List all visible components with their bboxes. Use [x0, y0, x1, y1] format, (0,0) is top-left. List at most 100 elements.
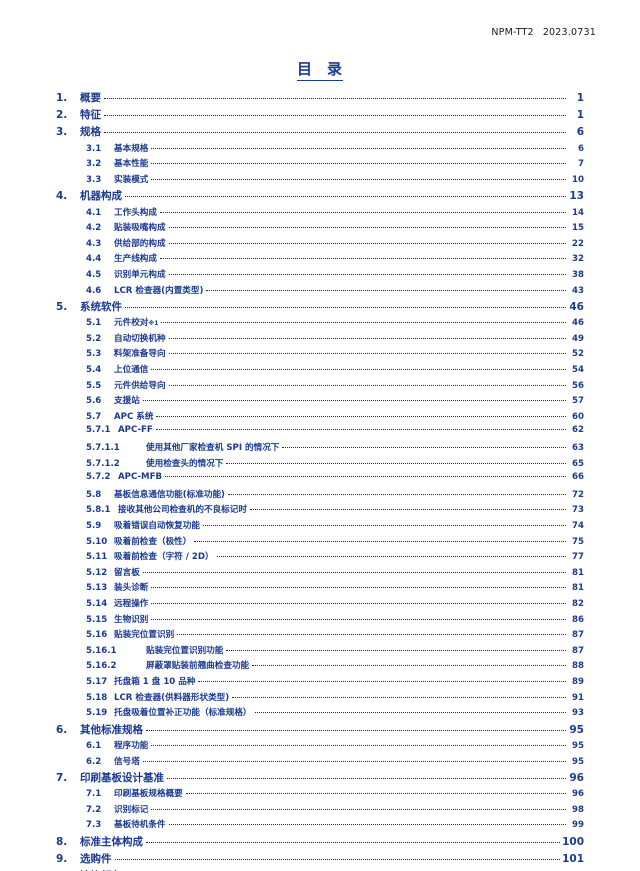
toc-entry[interactable]: 4.2 贴装吸嘴构成 15 — [56, 221, 584, 237]
toc-entry-number: 5.9 — [86, 521, 102, 531]
toc-entry[interactable]: 3. 规格 6 — [56, 124, 584, 141]
toc-entry-number: 5.19 — [86, 708, 108, 719]
toc-entry[interactable]: 5.17 托盘箱 1 盘 10 品种 89 — [56, 675, 584, 691]
toc-entry-number: 4.6 — [86, 285, 102, 296]
toc-entry[interactable]: 5.8.1 接收其他公司检查机的不良标记时 73 — [56, 503, 584, 519]
toc-entry[interactable]: 8. 标准主体构成 100 — [56, 834, 584, 851]
toc-entry[interactable]: 5.7.2 APC-MFB 66 — [56, 472, 584, 488]
toc-entry-number: 4.1 — [86, 207, 102, 218]
toc-entry-page-number: 96 — [569, 772, 584, 785]
toc-entry-number: 7.2 — [86, 804, 102, 815]
toc-leader-dots — [167, 778, 566, 780]
toc-entry[interactable]: 5.7 APC 系统 60 — [56, 410, 584, 426]
toc-entry[interactable]: 5.2 自动切换机种 49 — [56, 332, 584, 348]
toc-entry-number: 5.2 — [86, 333, 102, 344]
toc-entry[interactable]: 9. 选购件 101 — [56, 851, 584, 868]
toc-entry[interactable]: 3.2 基本性能 7 — [56, 157, 584, 173]
toc-entry[interactable]: 5.13 装头诊断 81 — [56, 581, 584, 597]
toc-entry[interactable]: 5.3 料架准备导向 52 — [56, 347, 584, 363]
toc-leader-dots — [226, 462, 566, 464]
toc-leader-dots — [159, 258, 566, 260]
toc-entry-label: 程序功能 — [114, 740, 149, 751]
toc-entry-number: 5.7.1.2 — [86, 458, 120, 469]
toc-entry-label: 支援站 — [114, 396, 140, 407]
table-of-contents: 1. 概要 1 2. 特征 1 3. 规格 6 3.1 基本规格 6 3.2 基本性能 7 3.3 实装模式 10… — [56, 90, 584, 871]
toc-entry-number: 5.4 — [86, 365, 102, 376]
toc-leader-dots — [168, 384, 566, 386]
toc-entry[interactable]: 4.6 LCR 检查器(内置类型) 43 — [56, 284, 584, 300]
toc-leader-dots — [146, 842, 561, 844]
toc-entry-page-number: 49 — [572, 333, 584, 344]
toc-entry[interactable]: 5.15 生物识别 86 — [56, 613, 584, 629]
toc-entry-label: 规格 — [80, 126, 101, 139]
toc-entry[interactable]: 7. 印刷基板设计基准 96 — [56, 770, 584, 787]
toc-entry[interactable]: 4.4 生产线构成 32 — [56, 252, 584, 268]
toc-entry[interactable]: 5.10 吸着前检查（极性） 75 — [56, 535, 584, 551]
toc-entry-number: 4.2 — [86, 223, 102, 234]
toc-entry[interactable]: 7.2 识别标记 98 — [56, 803, 584, 819]
toc-entry[interactable]: 7.1 印刷基板规格概要 96 — [56, 787, 584, 803]
toc-entry[interactable]: 6.1 程序功能 95 — [56, 739, 584, 755]
toc-entry[interactable]: 5.11 吸着前检查（字符 / 2D） 77 — [56, 550, 584, 566]
toc-entry-number: 9. — [56, 853, 68, 866]
toc-entry-number: 1. — [56, 92, 68, 104]
toc-entry[interactable]: 1. 概要 1 — [56, 90, 584, 107]
toc-entry[interactable]: 5.4 上位通信 54 — [56, 363, 584, 379]
toc-entry-page-number: 56 — [572, 380, 584, 391]
toc-entry-page-number: 81 — [572, 583, 584, 594]
toc-entry[interactable]: 6.2 信号塔 95 — [56, 755, 584, 771]
toc-entry-number: 5.5 — [86, 380, 102, 391]
toc-entry[interactable]: 3.1 基本规格 6 — [56, 142, 584, 158]
toc-entry[interactable]: 2. 特征 1 — [56, 107, 584, 124]
toc-entry-label: 基本性能 — [114, 159, 149, 170]
toc-entry-label: 生物识别 — [114, 614, 149, 625]
toc-leader-dots — [151, 163, 566, 165]
toc-entry[interactable]: 3.3 实装模式 10 — [56, 173, 584, 189]
toc-entry-label: 元件供给导向 — [114, 380, 166, 391]
toc-entry-page-number: 73 — [572, 505, 584, 516]
toc-entry-label: 识别标记 — [114, 804, 149, 815]
toc-entry[interactable]: 5.1 元件校对 ※1 46 — [56, 316, 584, 332]
toc-entry[interactable]: 5.12 留言板 81 — [56, 566, 584, 582]
toc-entry-label: 识别单元构成 — [114, 269, 166, 280]
toc-entry[interactable]: 4. 机器构成 13 — [56, 188, 584, 205]
toc-entry[interactable]: 5.18 LCR 检查器(供料器形状类型) 91 — [56, 691, 584, 707]
toc-entry[interactable]: 5.8 基板信息通信功能(标准功能) 72 — [56, 488, 584, 504]
toc-entry[interactable]: 5.19 托盘吸着位置补正功能（标准规格） 93 — [56, 706, 584, 722]
toc-entry-page-number: 82 — [572, 598, 584, 609]
toc-entry[interactable]: 5.14 远程操作 82 — [56, 597, 584, 613]
toc-entry[interactable]: 5.5 元件供给导向 56 — [56, 379, 584, 395]
toc-entry[interactable]: 5.7.1.2 使用检查头的情况下 65 — [56, 457, 584, 473]
toc-entry[interactable]: 4.3 供给部的构成 22 — [56, 237, 584, 253]
toc-entry[interactable]: 5.6 支援站 57 — [56, 394, 584, 410]
toc-entry-number: 6.1 — [86, 740, 102, 751]
toc-entry[interactable]: 5.7.1.1 使用其他厂家检查机 SPI 的情况下 63 — [56, 441, 584, 457]
toc-leader-dots — [104, 115, 566, 117]
toc-entry[interactable]: 5.7.1 APC-FF 62 — [56, 425, 584, 441]
toc-entry[interactable]: 5.16 贴装完位置识别 87 — [56, 628, 584, 644]
toc-entry-page-number: 62 — [572, 425, 584, 436]
toc-leader-dots — [114, 859, 561, 861]
toc-entry-label: 贴装完位置识别功能 — [146, 645, 224, 656]
toc-entry[interactable]: 5. 系统软件 46 — [56, 299, 584, 316]
toc-entry-page-number: 87 — [572, 645, 584, 656]
toc-entry[interactable]: 6. 其他标准规格 95 — [56, 722, 584, 739]
toc-entry-number: 8. — [56, 836, 68, 849]
document-header: NPM-TT2 2023.0731 — [491, 27, 596, 38]
toc-entry-page-number: 65 — [572, 458, 584, 469]
toc-entry-number: 5.16 — [86, 630, 108, 641]
toc-leader-dots — [151, 618, 566, 620]
toc-entry[interactable]: 5.9 吸着错误自动恢复功能 74 — [56, 519, 584, 535]
toc-entry-label: 吸着前检查（字符 / 2D） — [114, 552, 214, 563]
toc-entry[interactable]: 4.5 识别单元构成 38 — [56, 268, 584, 284]
toc-entry-label: 概要 — [80, 92, 101, 104]
toc-entry-label: 屏蔽罩贴装前翘曲检查功能 — [146, 661, 250, 672]
toc-entry[interactable]: 5.16.1 贴装完位置识别功能 87 — [56, 644, 584, 660]
toc-entry-number: 5.3 — [86, 349, 102, 360]
toc-entry[interactable]: 4.1 工作头构成 14 — [56, 206, 584, 222]
toc-entry[interactable]: 7.3 基板待机条件 99 — [56, 818, 584, 834]
toc-entry[interactable]: 5.16.2 屏蔽罩贴装前翘曲检查功能 88 — [56, 659, 584, 675]
toc-leader-dots — [282, 447, 566, 449]
toc-entry-page-number: 38 — [572, 269, 584, 280]
toc-entry-page-number: 63 — [572, 443, 584, 454]
